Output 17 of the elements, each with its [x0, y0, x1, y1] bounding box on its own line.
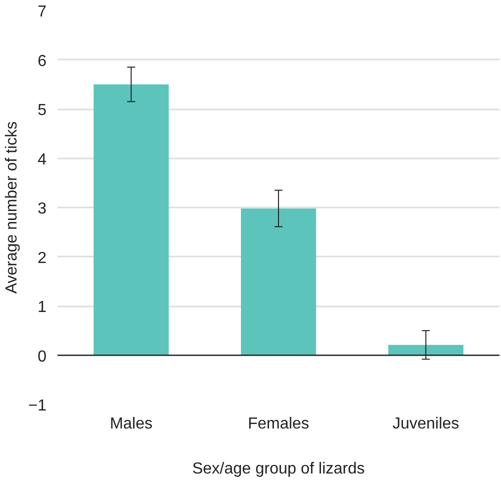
y-tick-label: 4: [38, 151, 47, 168]
y-tick-label: 7: [38, 4, 47, 20]
x-axis-title: Sex/age group of lizards: [192, 460, 365, 478]
y-tick-label: 5: [38, 102, 47, 119]
y-tick-label: 2: [38, 250, 47, 267]
x-tick-label: Males: [110, 416, 153, 432]
y-axis-title: Average number of ticks: [3, 121, 20, 294]
x-tick-label: Juveniles: [392, 416, 460, 432]
y-tick-label: 1: [38, 299, 47, 316]
y-tick-label: 3: [38, 200, 47, 218]
y-tick-label: 0: [38, 348, 47, 366]
bar: [94, 84, 169, 356]
x-tick-label: Females: [248, 416, 310, 432]
y-tick-label: −1: [28, 398, 47, 414]
bar: [240, 208, 316, 356]
bar: [388, 344, 464, 356]
y-tick-label: 6: [38, 52, 47, 70]
